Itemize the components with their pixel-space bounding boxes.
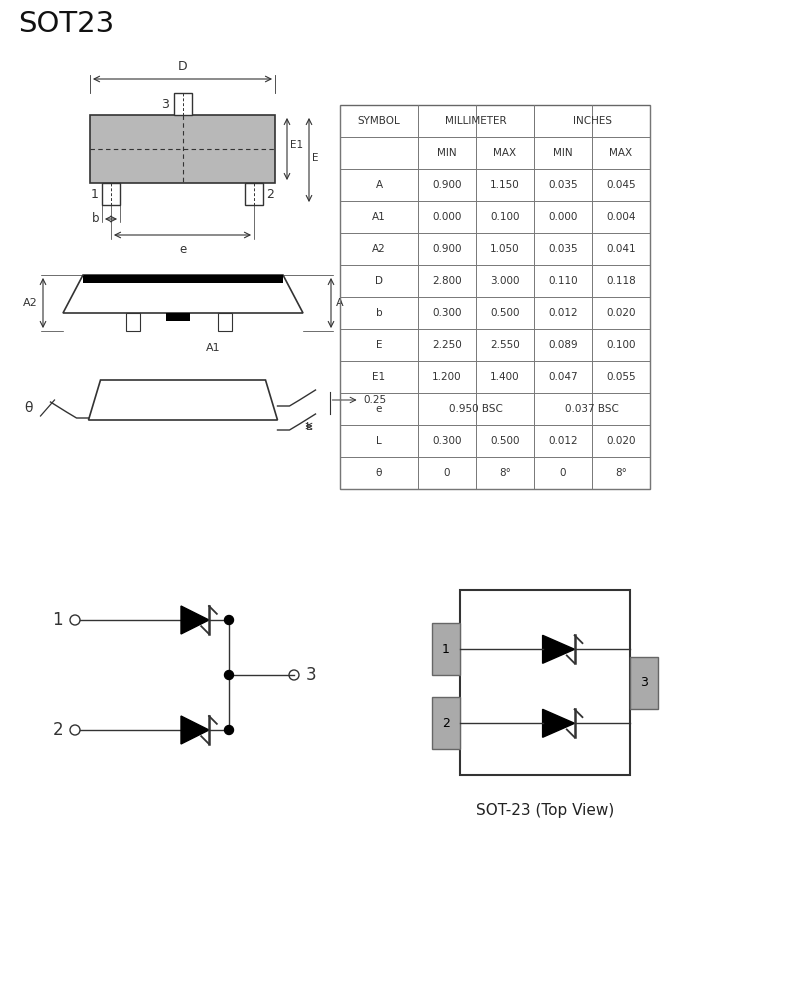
Text: 2: 2	[52, 721, 63, 739]
Text: 2: 2	[266, 188, 274, 200]
Text: b: b	[91, 213, 99, 226]
Text: 0.047: 0.047	[548, 372, 578, 382]
Text: A: A	[336, 298, 344, 308]
Text: E1: E1	[290, 140, 303, 150]
Text: 3: 3	[640, 676, 648, 689]
Text: 0.012: 0.012	[548, 436, 578, 446]
Text: 0.035: 0.035	[548, 180, 578, 190]
Text: 0: 0	[444, 468, 450, 478]
Text: 2.250: 2.250	[432, 340, 462, 350]
Text: 0.089: 0.089	[548, 340, 578, 350]
Text: θ: θ	[376, 468, 382, 478]
Text: E1: E1	[373, 372, 386, 382]
Text: 0.25: 0.25	[363, 395, 386, 405]
Bar	[432, 697, 460, 749]
Text: 0.300: 0.300	[432, 308, 462, 318]
Bar	[102, 183, 120, 205]
Bar	[460, 590, 630, 775]
Text: 1: 1	[52, 611, 63, 629]
Text: 2.550: 2.550	[490, 340, 520, 350]
Text: e: e	[179, 243, 186, 256]
Text: 0.950 BSC: 0.950 BSC	[449, 404, 503, 414]
Text: A2: A2	[23, 298, 38, 308]
Text: e: e	[376, 404, 382, 414]
Text: 1.050: 1.050	[490, 244, 520, 254]
Text: 8°: 8°	[615, 468, 627, 478]
Text: 0.012: 0.012	[548, 308, 578, 318]
Text: MAX: MAX	[610, 148, 633, 158]
Text: 0.110: 0.110	[548, 276, 578, 286]
Polygon shape	[542, 709, 574, 737]
Text: b: b	[376, 308, 382, 318]
Text: 1.400: 1.400	[490, 372, 520, 382]
Text: 0.500: 0.500	[490, 436, 520, 446]
Text: INCHES: INCHES	[573, 116, 611, 126]
Text: L: L	[306, 422, 312, 432]
Text: 0.118: 0.118	[606, 276, 636, 286]
Text: θ: θ	[24, 401, 33, 415]
Text: 0.100: 0.100	[606, 340, 636, 350]
Circle shape	[225, 615, 234, 624]
Text: 0.000: 0.000	[548, 212, 578, 222]
Text: 0.020: 0.020	[606, 436, 636, 446]
Text: 1.150: 1.150	[490, 180, 520, 190]
Text: 0.000: 0.000	[432, 212, 462, 222]
Text: SOT-23 (Top View): SOT-23 (Top View)	[476, 802, 614, 818]
Polygon shape	[83, 275, 283, 283]
Text: 0.004: 0.004	[606, 212, 636, 222]
Text: E: E	[312, 153, 318, 163]
Text: 2.800: 2.800	[432, 276, 462, 286]
Text: 0.045: 0.045	[606, 180, 636, 190]
Text: L: L	[376, 436, 382, 446]
Text: A: A	[375, 180, 382, 190]
Text: 0.900: 0.900	[432, 180, 462, 190]
Text: D: D	[178, 60, 187, 73]
Polygon shape	[181, 716, 209, 744]
Text: D: D	[375, 276, 383, 286]
Circle shape	[225, 670, 234, 680]
Text: 2: 2	[442, 717, 450, 730]
Polygon shape	[89, 380, 278, 420]
Text: MIN: MIN	[437, 148, 457, 158]
Circle shape	[225, 726, 234, 734]
Text: MAX: MAX	[494, 148, 517, 158]
Text: MILLIMETER: MILLIMETER	[445, 116, 507, 126]
Text: 0.035: 0.035	[548, 244, 578, 254]
Text: 0.500: 0.500	[490, 308, 520, 318]
Text: 0.100: 0.100	[490, 212, 520, 222]
Text: MIN: MIN	[553, 148, 573, 158]
Text: 0.055: 0.055	[606, 372, 636, 382]
Bar	[166, 313, 190, 321]
Text: SOT23: SOT23	[18, 10, 114, 38]
Text: 0.041: 0.041	[606, 244, 636, 254]
Bar	[245, 183, 263, 205]
Text: 3: 3	[306, 666, 317, 684]
Polygon shape	[181, 606, 209, 634]
Text: 0.020: 0.020	[606, 308, 636, 318]
Text: A1: A1	[372, 212, 386, 222]
Bar	[340, 105, 650, 489]
Bar	[174, 93, 191, 115]
Text: 0.037 BSC: 0.037 BSC	[565, 404, 619, 414]
Polygon shape	[542, 635, 574, 663]
Polygon shape	[63, 275, 303, 313]
Text: SYMBOL: SYMBOL	[358, 116, 400, 126]
Bar	[126, 313, 140, 331]
Bar	[218, 313, 232, 331]
Text: 0.300: 0.300	[432, 436, 462, 446]
Text: 3.000: 3.000	[490, 276, 520, 286]
Text: A1: A1	[206, 343, 220, 353]
Bar	[432, 623, 460, 675]
Bar	[90, 115, 275, 183]
Text: 0: 0	[560, 468, 566, 478]
Text: A2: A2	[372, 244, 386, 254]
Text: 8°: 8°	[499, 468, 511, 478]
Text: 1: 1	[442, 643, 450, 656]
Text: 1: 1	[91, 188, 99, 200]
Text: 0.900: 0.900	[432, 244, 462, 254]
Bar	[630, 656, 658, 708]
Text: 1.200: 1.200	[432, 372, 462, 382]
Text: 3: 3	[161, 98, 169, 110]
Text: E: E	[376, 340, 382, 350]
